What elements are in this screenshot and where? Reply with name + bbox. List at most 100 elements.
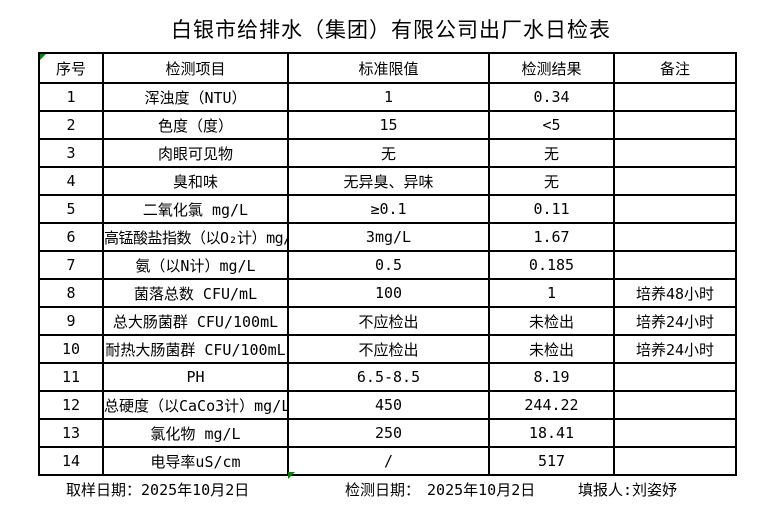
cell-no: 10 xyxy=(38,334,104,364)
cell-item: 总大肠菌群 CFU/100mL xyxy=(102,306,289,336)
sampling-date: 取样日期：2025年10月2日 xyxy=(66,479,249,500)
header-test-item: 检测项目 xyxy=(102,52,289,84)
cell-result: 0.34 xyxy=(488,82,615,112)
table-row: 2 色度（度） 15 <5 xyxy=(38,110,737,140)
cell-limit: 250 xyxy=(287,418,490,448)
cell-no: 7 xyxy=(38,250,104,280)
cell-corner-marker-icon xyxy=(40,54,46,60)
cell-limit: 不应检出 xyxy=(287,306,490,336)
cell-remark xyxy=(613,194,737,224)
testing-date-label: 检测日期： xyxy=(345,481,421,499)
cell-limit: 不应检出 xyxy=(287,334,490,364)
table-row: 14 电导率uS/cm / 517 xyxy=(38,446,737,476)
cell-item: PH xyxy=(102,362,289,392)
cell-item: 菌落总数 CFU/mL xyxy=(102,278,289,308)
cell-result: 244.22 xyxy=(488,390,615,420)
cell-result: 无 xyxy=(488,166,615,196)
table-row: 8 菌落总数 CFU/mL 100 1 培养48小时 xyxy=(38,278,737,308)
cell-item: 耐热大肠菌群 CFU/100mL xyxy=(102,334,289,364)
sampling-date-value: 2025年10月2日 xyxy=(141,481,250,499)
cell-result: 1 xyxy=(488,278,615,308)
table-row: 7 氨（以N计）mg/L 0.5 0.185 xyxy=(38,250,737,280)
table-row: 11 PH 6.5-8.5 8.19 xyxy=(38,362,737,392)
cell-no: 14 xyxy=(38,446,104,476)
cell-remark xyxy=(613,250,737,280)
cell-no: 9 xyxy=(38,306,104,336)
cell-no: 4 xyxy=(38,166,104,196)
table-row: 9 总大肠菌群 CFU/100mL 不应检出 未检出 培养24小时 xyxy=(38,306,737,336)
cell-result: 18.41 xyxy=(488,418,615,448)
cell-remark: 培养48小时 xyxy=(613,278,737,308)
cell-limit: 6.5-8.5 xyxy=(287,362,490,392)
cell-remark xyxy=(613,222,737,252)
cell-result: 未检出 xyxy=(488,334,615,364)
table-row: 12 总硬度（以CaCo3计）mg/L 450 244.22 xyxy=(38,390,737,420)
cell-no: 2 xyxy=(38,110,104,140)
cell-item: 臭和味 xyxy=(102,166,289,196)
cell-remark xyxy=(613,166,737,196)
cell-remark xyxy=(613,446,737,476)
cell-item: 肉眼可见物 xyxy=(102,138,289,168)
table-row: 13 氯化物 mg/L 250 18.41 xyxy=(38,418,737,448)
cell-limit: ≥0.1 xyxy=(287,194,490,224)
cell-limit: 450 xyxy=(287,390,490,420)
cell-limit: 无 xyxy=(287,138,490,168)
cell-remark xyxy=(613,362,737,392)
cell-result: 0.185 xyxy=(488,250,615,280)
cell-item: 氨（以N计）mg/L xyxy=(102,250,289,280)
table-row: 6 高锰酸盐指数（以O₂计）mg/L 3mg/L 1.67 xyxy=(38,222,737,252)
cell-no: 8 xyxy=(38,278,104,308)
cell-no: 1 xyxy=(38,82,104,112)
cell-item: 二氧化氯 mg/L xyxy=(102,194,289,224)
cell-result: 1.67 xyxy=(488,222,615,252)
cell-no: 12 xyxy=(38,390,104,420)
page-title: 白银市给排水（集团）有限公司出厂水日检表 xyxy=(171,18,611,42)
cell-remark xyxy=(613,418,737,448)
cell-limit: 3mg/L xyxy=(287,222,490,252)
sampling-date-label: 取样日期： xyxy=(66,481,142,499)
cell-limit: 100 xyxy=(287,278,490,308)
table-row: 5 二氧化氯 mg/L ≥0.1 0.11 xyxy=(38,194,737,224)
cell-result: 8.19 xyxy=(488,362,615,392)
cell-limit: / xyxy=(287,446,490,476)
cell-no: 13 xyxy=(38,418,104,448)
header-test-result: 检测结果 xyxy=(488,52,615,84)
header-remark: 备注 xyxy=(613,52,737,84)
cell-item: 氯化物 mg/L xyxy=(102,418,289,448)
cell-remark xyxy=(613,138,737,168)
cell-limit: 无异臭、异味 xyxy=(287,166,490,196)
table-row: 3 肉眼可见物 无 无 xyxy=(38,138,737,168)
reporter: 填报人:刘姿妤 xyxy=(578,479,677,500)
cell-limit: 1 xyxy=(287,82,490,112)
table-row: 10 耐热大肠菌群 CFU/100mL 不应检出 未检出 培养24小时 xyxy=(38,334,737,364)
cell-result: 无 xyxy=(488,138,615,168)
table-row: 1 浑浊度（NTU） 1 0.34 xyxy=(38,82,737,112)
table-row: 4 臭和味 无异臭、异味 无 xyxy=(38,166,737,196)
table-header-row: 序号 检测项目 标准限值 检测结果 备注 xyxy=(38,52,737,84)
header-standard-limit: 标准限值 xyxy=(287,52,490,84)
testing-date-value: 2025年10月2日 xyxy=(427,481,536,499)
cell-no: 6 xyxy=(38,222,104,252)
cell-limit: 15 xyxy=(287,110,490,140)
cell-no: 3 xyxy=(38,138,104,168)
cell-result: 未检出 xyxy=(488,306,615,336)
cell-no: 11 xyxy=(38,362,104,392)
cell-result: 0.11 xyxy=(488,194,615,224)
cell-result: <5 xyxy=(488,110,615,140)
header-seq-no: 序号 xyxy=(38,52,104,84)
cell-item: 总硬度（以CaCo3计）mg/L xyxy=(102,390,289,420)
reporter-label: 填报人: xyxy=(578,481,633,499)
inspection-table: 序号 检测项目 标准限值 检测结果 备注 1 浑浊度（NTU） 1 0.34 2… xyxy=(38,52,737,476)
cell-remark xyxy=(613,82,737,112)
cell-remark: 培养24小时 xyxy=(613,334,737,364)
cell-corner-marker-icon xyxy=(288,472,295,479)
cell-result: 517 xyxy=(488,446,615,476)
cell-item: 色度（度） xyxy=(102,110,289,140)
cell-remark xyxy=(613,110,737,140)
cell-item: 高锰酸盐指数（以O₂计）mg/L xyxy=(102,222,289,252)
reporter-name: 刘姿妤 xyxy=(632,481,678,499)
cell-no: 5 xyxy=(38,194,104,224)
cell-remark: 培养24小时 xyxy=(613,306,737,336)
cell-item: 电导率uS/cm xyxy=(102,446,289,476)
